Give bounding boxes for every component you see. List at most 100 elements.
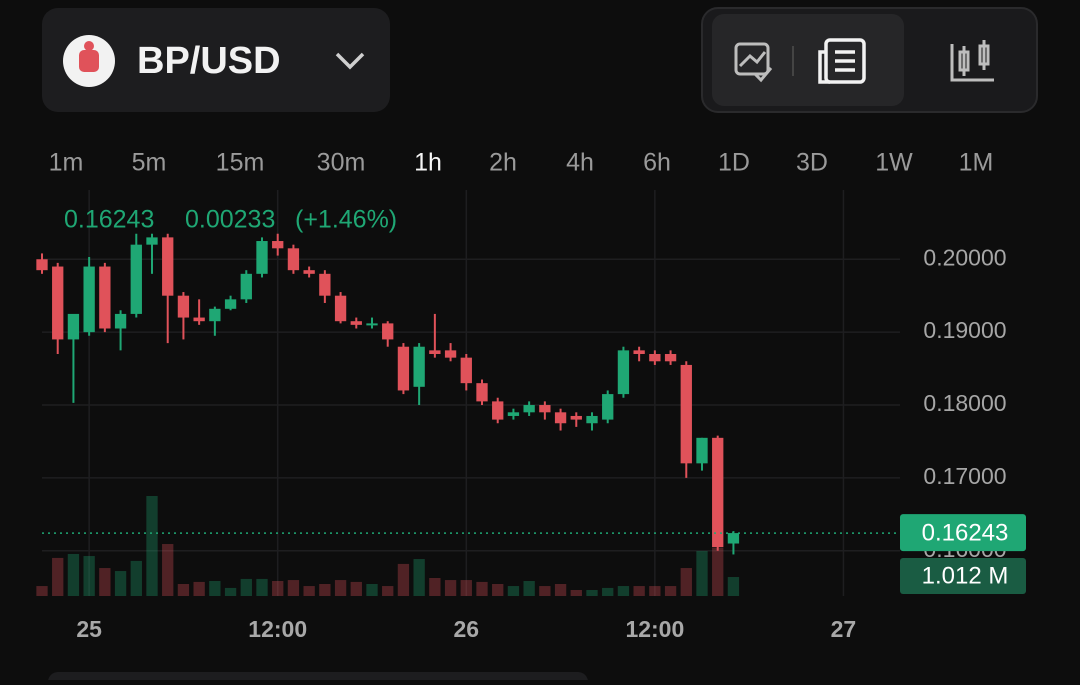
volume-bar bbox=[272, 580, 284, 596]
volume-bar bbox=[460, 580, 472, 596]
candle-body bbox=[382, 323, 394, 340]
volume-bar bbox=[83, 556, 95, 596]
candle-body bbox=[649, 354, 661, 362]
candle-body bbox=[444, 350, 457, 358]
volume-bar bbox=[570, 589, 582, 596]
candle-body bbox=[492, 401, 504, 420]
volume-bar bbox=[162, 544, 174, 596]
summary-price: 0.16243 bbox=[64, 206, 154, 234]
volume-bar bbox=[303, 586, 315, 596]
timeframe-option[interactable]: 1W bbox=[875, 149, 913, 177]
volume-bar bbox=[476, 581, 488, 596]
chart-view-icon[interactable] bbox=[734, 42, 773, 83]
candle-body bbox=[712, 437, 724, 548]
timeframe-option[interactable]: 4h bbox=[566, 149, 594, 177]
volume-bar bbox=[633, 586, 645, 596]
candle-body bbox=[272, 241, 284, 249]
volume-bar bbox=[382, 586, 394, 596]
volume-bar bbox=[507, 586, 520, 596]
volume-bar bbox=[712, 547, 724, 596]
volume-bar bbox=[680, 568, 692, 596]
candle-body bbox=[209, 308, 221, 322]
timeframe-option[interactable]: 1D bbox=[718, 149, 750, 177]
volume-bar bbox=[664, 586, 677, 596]
candle-body bbox=[146, 237, 158, 245]
y-tick-label: 0.20000 bbox=[923, 244, 1006, 270]
volume-bar bbox=[554, 583, 567, 596]
candle-body bbox=[633, 350, 645, 355]
volume-bar bbox=[256, 578, 268, 596]
volume-bar bbox=[67, 553, 80, 596]
candle-body bbox=[240, 273, 252, 300]
candle-body bbox=[83, 266, 95, 333]
timeframe-option[interactable]: 2h bbox=[489, 149, 517, 177]
candle-body bbox=[350, 321, 362, 325]
candle-body bbox=[523, 405, 535, 413]
timeframe-option[interactable]: 1M bbox=[959, 149, 994, 177]
candle-body bbox=[460, 357, 472, 384]
volume-bar bbox=[444, 580, 457, 596]
volume-bar bbox=[413, 559, 425, 596]
volume-bar bbox=[224, 587, 237, 596]
candle-body bbox=[617, 350, 630, 395]
icon-shape bbox=[950, 44, 994, 82]
x-tick-label: 12:00 bbox=[248, 616, 307, 642]
pair-name: BP/USD bbox=[137, 40, 281, 82]
icon-shape bbox=[824, 38, 866, 84]
volume-bar bbox=[649, 586, 661, 596]
volume-bar bbox=[130, 560, 142, 596]
volume-bar bbox=[209, 580, 221, 596]
timeframe-option[interactable]: 30m bbox=[317, 149, 366, 177]
candle-body bbox=[52, 266, 64, 340]
volume-bar bbox=[334, 580, 347, 596]
candle-body bbox=[256, 241, 268, 274]
info-view-icon[interactable] bbox=[818, 38, 866, 84]
timeframe-option[interactable]: 3D bbox=[796, 149, 828, 177]
view-toggle-active bbox=[712, 14, 904, 106]
y-tick-label: 0.17000 bbox=[923, 463, 1006, 489]
icon-shape bbox=[962, 40, 986, 76]
volume-tag bbox=[900, 558, 1026, 594]
price-tag bbox=[900, 514, 1026, 552]
pair-icon-glyph bbox=[79, 50, 99, 72]
timeframe-option[interactable]: 1h bbox=[414, 149, 442, 177]
timeframe-option[interactable]: 1m bbox=[49, 149, 84, 177]
candle-body bbox=[287, 248, 300, 271]
candle-body bbox=[539, 405, 551, 413]
y-tick-label: 0.18000 bbox=[923, 390, 1006, 416]
pair-selector[interactable]: BP/USD bbox=[42, 8, 390, 112]
volume-bar bbox=[492, 583, 504, 596]
volume-bar bbox=[36, 586, 48, 596]
x-tick-label: 26 bbox=[453, 616, 479, 642]
icon-shape bbox=[818, 50, 830, 84]
volume-bar bbox=[539, 586, 551, 596]
candle-body bbox=[67, 313, 80, 340]
candle-body bbox=[36, 259, 48, 271]
candle-body bbox=[162, 237, 174, 296]
candle-body bbox=[397, 346, 410, 391]
candle-body bbox=[114, 313, 127, 329]
volume-bar bbox=[397, 563, 410, 596]
summary-change: 0.00233 bbox=[185, 206, 275, 234]
volume-bar bbox=[429, 577, 441, 596]
volume-bar bbox=[177, 583, 190, 596]
x-tick-label: 12:00 bbox=[625, 616, 684, 642]
candle-body bbox=[334, 295, 347, 322]
pair-icon-glyph bbox=[84, 41, 94, 51]
volume-bar bbox=[366, 583, 378, 596]
volume-bar bbox=[727, 577, 740, 596]
timeframe-option[interactable]: 5m bbox=[132, 149, 167, 177]
timeframe-option[interactable]: 15m bbox=[216, 149, 265, 177]
bottom-panel bbox=[48, 672, 588, 685]
timeframe-option[interactable]: 6h bbox=[643, 149, 671, 177]
volume-bar bbox=[586, 589, 598, 596]
volume-bar bbox=[696, 550, 708, 596]
timeframe-bar: 1m 5m 15m 30m 1h 2h 4h 6h 1D 3D 1W 1M bbox=[49, 149, 994, 177]
volume-bar bbox=[52, 557, 64, 596]
volume-bar bbox=[319, 583, 331, 596]
candle-body bbox=[554, 412, 567, 424]
candle-view-icon[interactable] bbox=[950, 40, 994, 82]
candle-body bbox=[99, 266, 111, 329]
